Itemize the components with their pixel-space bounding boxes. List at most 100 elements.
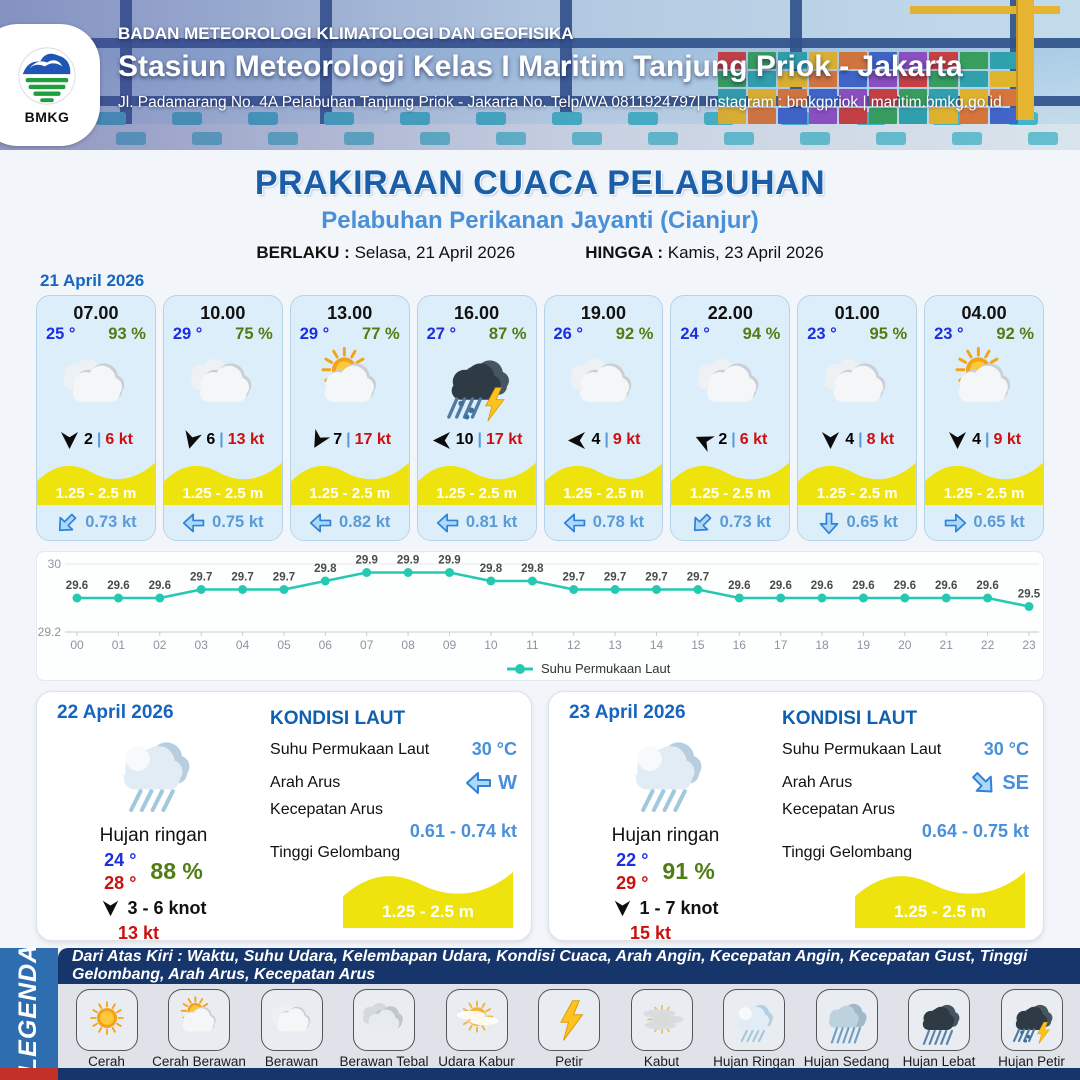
wave-shape	[37, 462, 155, 506]
card-current-speed: 0.65 kt	[846, 513, 898, 532]
card-wave-height: 1.25 - 2.5 m	[163, 455, 282, 506]
panel-condition: Hujan ringan	[611, 825, 720, 847]
wave-shape	[925, 462, 1043, 506]
current-direction-icon	[182, 513, 205, 532]
panel-temp-min: 24 °	[104, 850, 137, 871]
wind-direction-icon	[60, 431, 78, 449]
svg-text:29.8: 29.8	[521, 563, 544, 575]
card-wind-speed: 8 kt	[866, 431, 895, 449]
hujan-ringan-icon	[737, 1004, 773, 1042]
current-direction-icon	[309, 513, 332, 532]
legend-item-udara-kabur: Udara Kabur	[433, 989, 521, 1069]
card-current-speed: 0.75 kt	[212, 513, 264, 532]
udara-kabur-icon	[456, 1000, 499, 1033]
card-wind-speed: 17 kt	[354, 431, 392, 449]
card-wave-height: 1.25 - 2.5 m	[798, 455, 917, 506]
current-direction-label: Arah Arus	[270, 774, 341, 791]
panel-humidity: 88 %	[150, 858, 203, 885]
port-name-subtitle: Pelabuhan Perikanan Jayanti (Cianjur)	[321, 207, 759, 234]
wave-height-label: Tinggi Gelombang	[270, 844, 401, 861]
kabut-icon	[642, 1004, 684, 1034]
valid-from-value: Selasa, 21 April 2026	[354, 243, 516, 262]
card-wind: 2 | 6 kt	[37, 426, 155, 455]
card-current: 0.75 kt	[163, 505, 282, 540]
card-wind-separator: |	[477, 431, 482, 449]
card-humidity: 94 %	[742, 325, 781, 343]
svg-text:09: 09	[443, 638, 457, 652]
daily-forecast-panels: 22 April 2026 Hujan ringan 24 ° 28 ° 88 …	[36, 691, 1044, 944]
sst-value: 30 °C	[471, 739, 517, 759]
svg-text:29.6: 29.6	[770, 580, 792, 592]
valid-to-value: Kamis, 23 April 2026	[667, 243, 824, 262]
card-wind: 4 | 8 kt	[798, 426, 916, 455]
card-current: 0.81 kt	[417, 505, 536, 540]
cerah-icon	[89, 1001, 124, 1035]
chart-legend-label: Suhu Permukaan Laut	[541, 661, 671, 676]
legend-section: LEGENDA Dari Atas Kiri : Waktu, Suhu Uda…	[0, 943, 1080, 1080]
card-current: 0.73 kt	[671, 505, 790, 540]
current-speed-value: 0.61 - 0.74 kt	[409, 821, 517, 841]
card-wind-speed: 6 kt	[739, 431, 768, 449]
current-direction-icon	[819, 512, 838, 534]
card-wave-value: 1.25 - 2.5 m	[55, 485, 137, 503]
card-current-speed: 0.81 kt	[465, 513, 518, 532]
svg-text:29.7: 29.7	[563, 572, 585, 584]
legend-sidebar-red-strip	[0, 1068, 58, 1080]
svg-text:29.7: 29.7	[231, 572, 253, 584]
card-wave-value: 1.25 - 2.5 m	[182, 485, 264, 503]
card-wave-value: 1.25 - 2.5 m	[436, 485, 517, 503]
svg-text:30: 30	[48, 557, 62, 571]
cerah-berawan-icon	[180, 996, 216, 1032]
card-current: 0.65 kt	[925, 505, 1043, 540]
card-wind-speed: 9 kt	[993, 431, 1022, 449]
panel-weather-icon	[111, 724, 197, 823]
card-temperature: 24 °	[680, 325, 710, 343]
card-wind-value: 4	[845, 431, 855, 449]
card-wave-value: 1.25 - 2.5 m	[816, 485, 898, 503]
legend-item-label: Berawan Tebal	[339, 1054, 429, 1069]
card-humidity: 93 %	[108, 325, 146, 343]
legend-description: Dari Atas Kiri : Waktu, Suhu Udara, Kele…	[58, 948, 1080, 984]
agency-name: BADAN METEOROLOGI KLIMATOLOGI DAN GEOFIS…	[118, 24, 574, 43]
svg-text:29.7: 29.7	[687, 572, 709, 584]
legend-tile	[1000, 989, 1063, 1051]
panel-gust: 15 kt	[630, 923, 672, 944]
card-weather-icon	[418, 344, 536, 426]
card-wind: 7 | 17 kt	[291, 426, 409, 455]
svg-text:21: 21	[940, 638, 954, 652]
card-wind-value: 2	[83, 431, 93, 449]
svg-text:11: 11	[526, 638, 539, 652]
legend-item-label: Cerah Berawan	[152, 1054, 246, 1069]
berawan-icon	[570, 359, 632, 403]
wave-height-graphic: 1.25 - 2.5 m	[855, 862, 1025, 928]
wind-direction-icon	[102, 900, 118, 917]
sst-line-chart: 30 29.2 00 01 02 03 04 05 06 07 08 09 10 11 12 13 14 15…	[38, 555, 1041, 677]
card-wave-value: 1.25 - 2.5 m	[562, 485, 644, 503]
card-current-speed: 0.73 kt	[719, 513, 771, 532]
svg-text:29.9: 29.9	[397, 555, 419, 567]
legend-tile	[538, 989, 600, 1051]
legend-tile	[260, 989, 323, 1051]
hujan-ringan-icon	[635, 742, 701, 813]
card-time: 13.00	[327, 303, 373, 323]
forecast-card-16-00: 16.00 27 ° 87 % 10 | 17 kt 1.25 - 2.5 m …	[416, 295, 537, 541]
svg-text:29.7: 29.7	[604, 572, 626, 584]
svg-text:12: 12	[567, 638, 581, 652]
berawan-icon	[190, 359, 252, 403]
card-wind-speed: 6 kt	[105, 431, 133, 449]
card-wave-height: 1.25 - 2.5 m	[925, 455, 1043, 506]
card-current: 0.82 kt	[290, 505, 409, 540]
card-wind-value: 4	[972, 431, 981, 449]
valid-to-label: HINGGA :	[585, 243, 663, 262]
svg-text:29.6: 29.6	[66, 580, 88, 592]
svg-text:00: 00	[70, 638, 84, 652]
wind-direction-icon	[822, 431, 840, 449]
card-temperature: 29 °	[172, 325, 203, 343]
current-speed-label: Kecepatan Arus	[270, 801, 383, 818]
card-wind-value: 6	[206, 431, 216, 449]
svg-text:08: 08	[401, 638, 415, 652]
card-wave-height: 1.25 - 2.5 m	[671, 455, 790, 506]
day-panel-23: 23 April 2026 Hujan ringan 22 ° 29 ° 91 …	[548, 691, 1044, 944]
panel-wind-range: 1 - 7 knot	[613, 898, 719, 919]
svg-text:29.6: 29.6	[107, 580, 129, 592]
